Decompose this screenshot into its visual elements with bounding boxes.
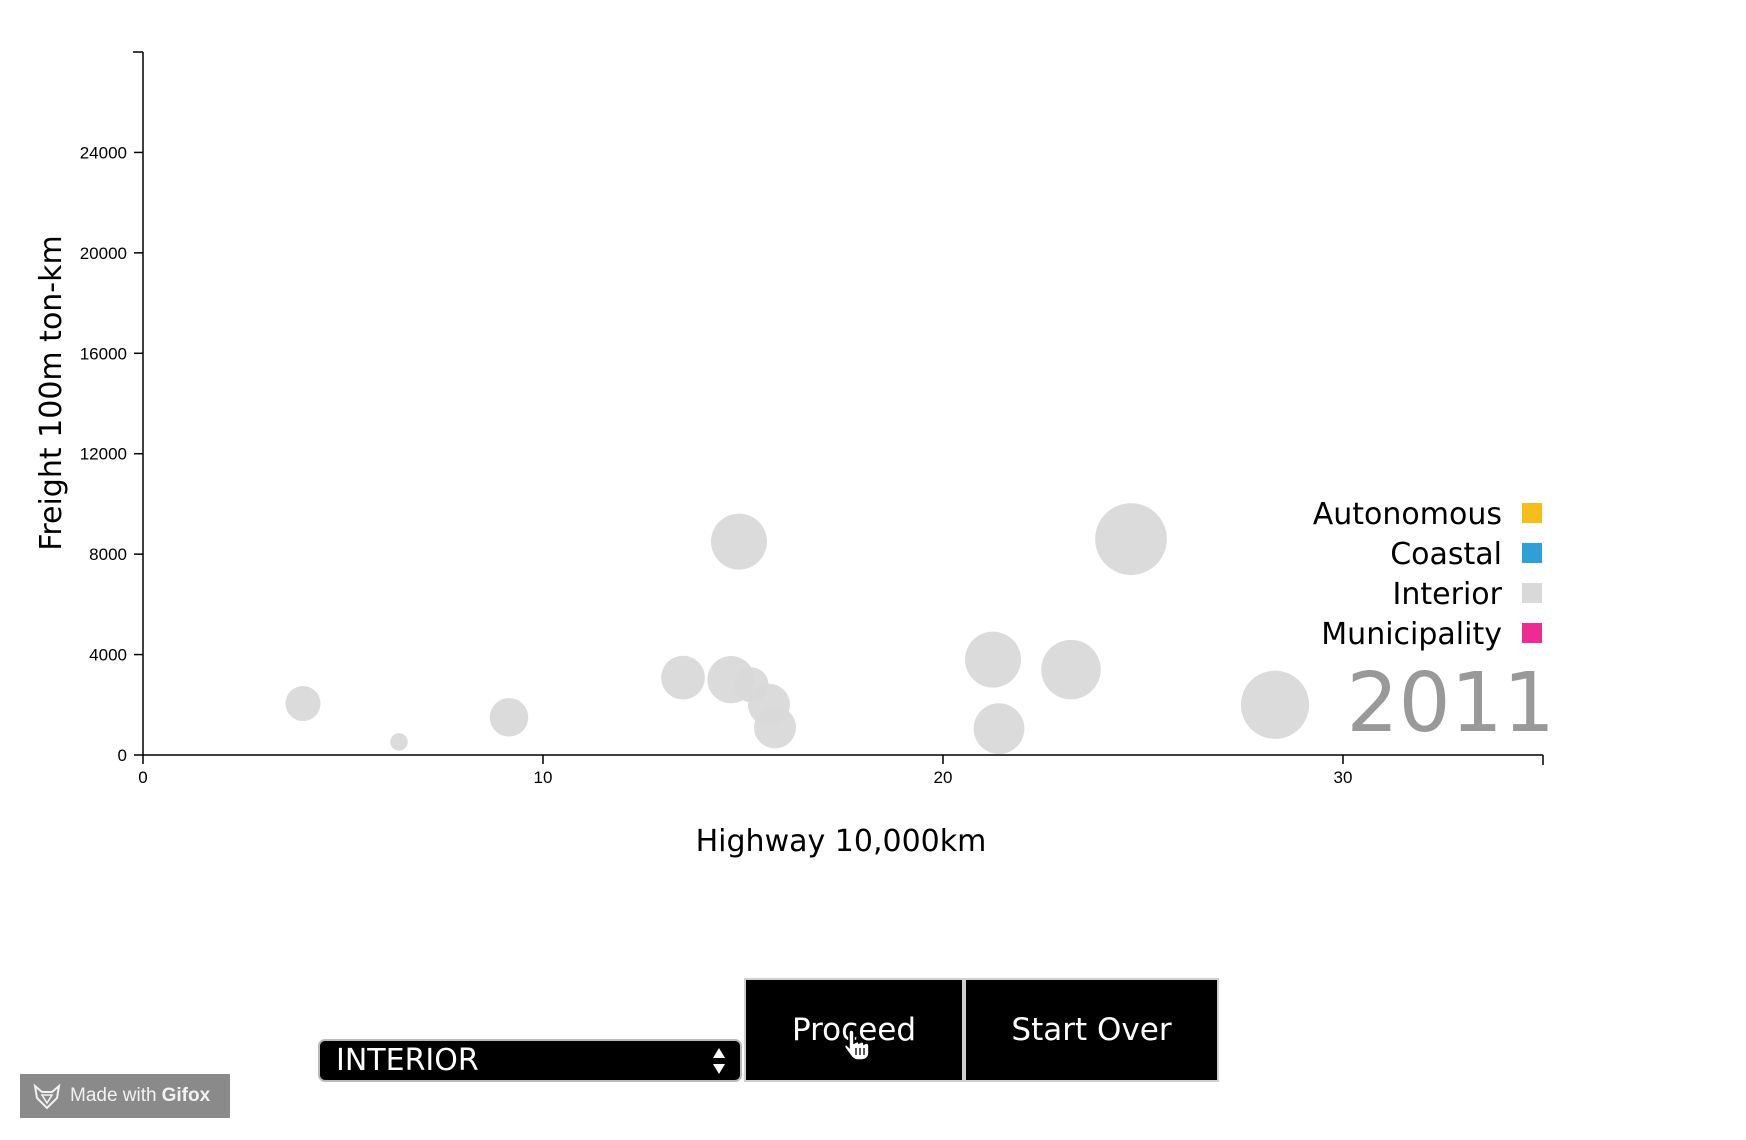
legend-label: Coastal xyxy=(1390,537,1502,572)
y-tick-label: 4000 xyxy=(89,646,127,665)
y-axis-title: Freight 100m ton-km xyxy=(34,235,69,550)
x-tick-label: 30 xyxy=(1334,768,1353,787)
x-tick-label: 10 xyxy=(534,768,553,787)
proceed-button[interactable]: Proceed xyxy=(744,978,964,1082)
legend-label: Interior xyxy=(1393,577,1503,612)
y-tick-label: 0 xyxy=(118,746,127,765)
y-tick-label: 16000 xyxy=(80,344,127,363)
bubble xyxy=(973,703,1025,755)
bubble xyxy=(754,706,796,749)
x-tick-label: 0 xyxy=(138,768,147,787)
start-over-button[interactable]: Start Over xyxy=(964,978,1219,1082)
watermark-prefix: Made with xyxy=(70,1085,157,1106)
fox-logo-icon xyxy=(33,1083,61,1110)
bubble-layer xyxy=(285,503,1310,755)
bubble xyxy=(1240,670,1310,739)
bubble xyxy=(711,513,767,570)
legend-swatch xyxy=(1522,583,1542,603)
bubble xyxy=(1041,639,1101,700)
hand-cursor-icon xyxy=(843,1029,870,1061)
bubble xyxy=(285,686,321,722)
legend-swatch xyxy=(1522,543,1542,563)
legend: Autonomous Coastal Interior Municipality xyxy=(1313,497,1542,652)
legend-swatch xyxy=(1522,623,1542,643)
legend-label: Autonomous xyxy=(1313,497,1502,532)
legend-swatch xyxy=(1522,503,1542,523)
y-tick-label: 24000 xyxy=(80,143,127,162)
bubble xyxy=(965,631,1021,688)
bubble xyxy=(661,655,705,700)
bubble xyxy=(489,698,529,737)
year-label: 2011 xyxy=(1346,656,1555,751)
y-tick-label: 8000 xyxy=(89,545,127,564)
region-select-value: INTERIOR xyxy=(336,1043,479,1078)
y-axis: 0 4000 8000 12000 16000 20000 24000 xyxy=(80,51,144,765)
legend-label: Municipality xyxy=(1321,617,1502,652)
y-tick-label: 20000 xyxy=(80,244,127,263)
bubble xyxy=(390,733,408,751)
x-axis: 0 10 20 30 xyxy=(138,754,1544,787)
select-arrows-icon xyxy=(706,1046,732,1076)
gifox-watermark: Made with Gifox xyxy=(20,1074,230,1118)
region-select[interactable]: INTERIOR xyxy=(318,1039,742,1082)
watermark-brand: Gifox xyxy=(161,1085,211,1106)
x-tick-label: 20 xyxy=(934,768,953,787)
y-tick-label: 12000 xyxy=(80,445,127,464)
x-axis-title: Highway 10,000km xyxy=(696,824,987,859)
bubble xyxy=(1095,503,1167,575)
